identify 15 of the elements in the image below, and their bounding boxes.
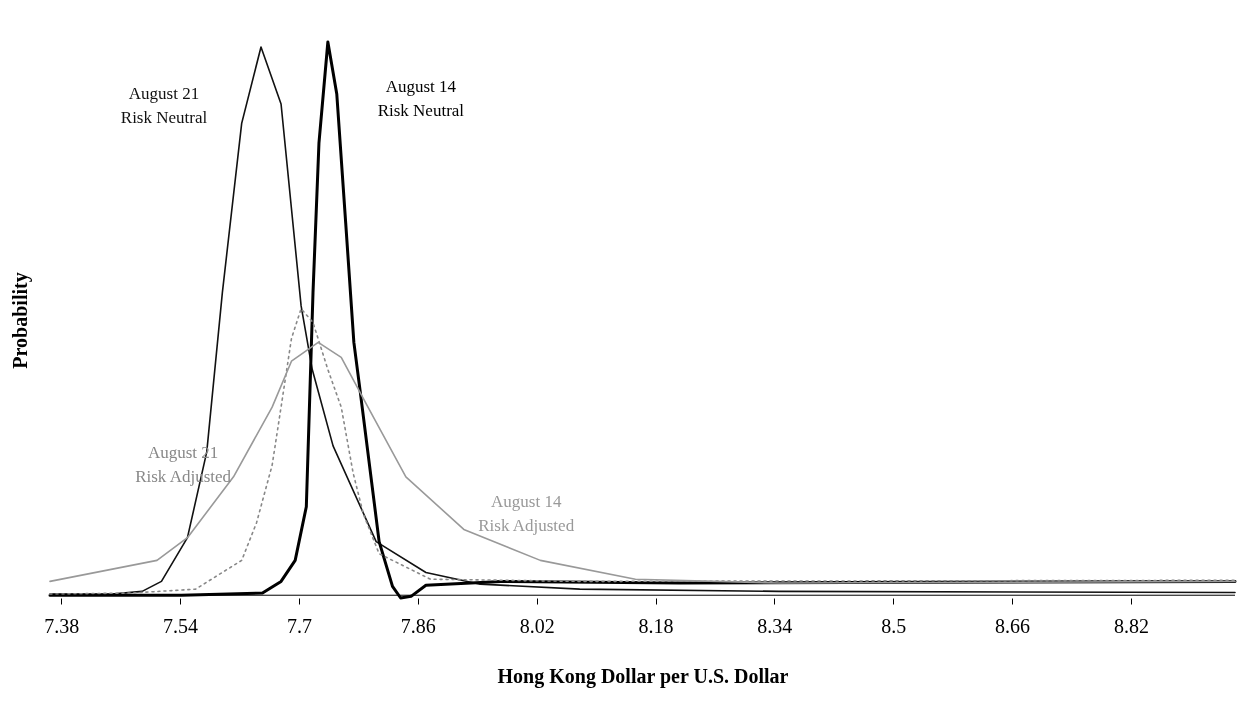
x-tick-label: 7.38 (44, 614, 80, 637)
series-label: August 21 Risk Neutral (120, 83, 208, 127)
x-tick-label: 8.34 (757, 614, 793, 637)
x-tick-label: 8.66 (995, 614, 1031, 637)
x-tick-label: 8.82 (1113, 614, 1149, 637)
x-tick-label: 7.7 (286, 614, 312, 637)
x-tick-label: 7.54 (163, 614, 199, 637)
x-tick-label: 8.5 (881, 614, 907, 637)
series-label: August 14 Risk Adjusted (478, 492, 575, 536)
text: August 14 Risk Neutral (377, 77, 465, 120)
x-tick-label: 8.18 (638, 614, 674, 637)
x-tick-label: 8.02 (519, 614, 555, 637)
x-tick-label: 7.86 (400, 614, 436, 637)
y-axis-title: Probability (8, 272, 32, 369)
x-axis-title: Hong Kong Dollar per U.S. Dollar (497, 664, 789, 688)
